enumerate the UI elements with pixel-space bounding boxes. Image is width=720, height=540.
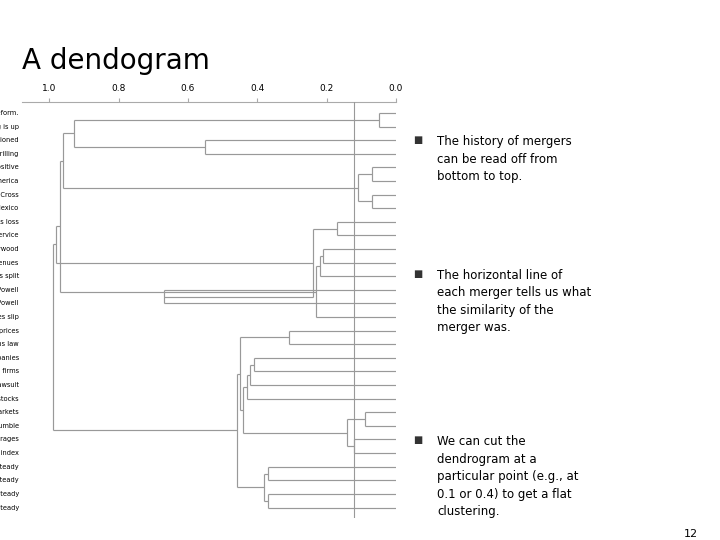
Text: ■: ■	[413, 136, 423, 145]
Text: ■: ■	[413, 435, 423, 445]
Text: The history of mergers
can be read off from
bottom to top.: The history of mergers can be read off f…	[437, 136, 572, 184]
Text: 12: 12	[684, 529, 698, 538]
Text: The horizontal line of
each merger tells us what
the similarity of the
merger wa: The horizontal line of each merger tells…	[437, 268, 591, 334]
Text: ■: ■	[413, 268, 423, 279]
Text: A dendogram: A dendogram	[22, 47, 210, 75]
Text: We can cut the
dendrogram at a
particular point (e.g., at
0.1 or 0.4) to get a f: We can cut the dendrogram at a particula…	[437, 435, 578, 518]
Text: Introduction to Information Retrieval: Introduction to Information Retrieval	[7, 12, 238, 22]
